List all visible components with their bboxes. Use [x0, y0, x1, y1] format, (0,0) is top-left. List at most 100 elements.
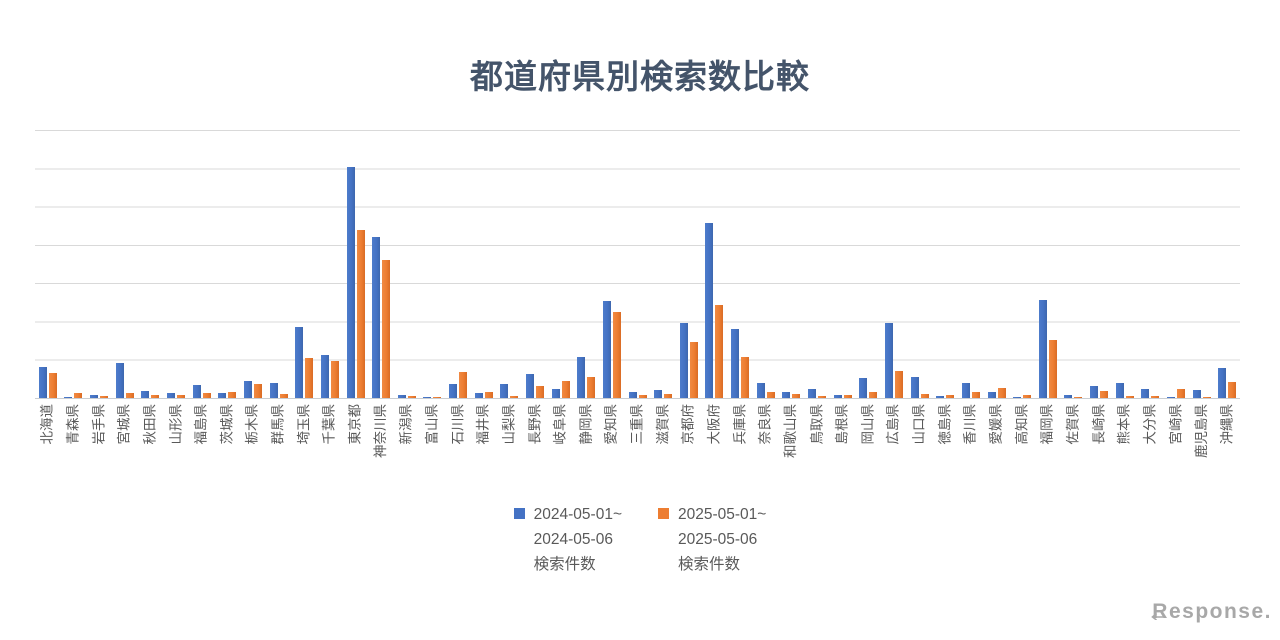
- legend-label-line: 検索件数: [533, 556, 596, 573]
- x-axis-label: 広島県: [885, 404, 901, 445]
- bar-group: [958, 130, 984, 398]
- bar-2025: [48, 373, 57, 398]
- bar-group: [394, 130, 420, 398]
- x-axis-label-cell: 大阪府: [702, 402, 728, 517]
- bar-group: [189, 130, 215, 398]
- x-axis-label: 北海道: [39, 404, 55, 445]
- x-axis-label-cell: 佐賀県: [1061, 402, 1087, 517]
- x-axis-line: [35, 398, 1240, 399]
- bar-2024: [141, 391, 150, 398]
- bar-2024: [243, 381, 252, 398]
- x-axis-label: 山形県: [168, 404, 184, 445]
- bar-group: [471, 130, 497, 398]
- bar-2024: [551, 389, 560, 398]
- bar-group: [702, 130, 728, 398]
- x-axis-label-cell: 新潟県: [394, 402, 420, 517]
- bar-2024: [731, 329, 740, 398]
- bar-group: [214, 130, 240, 398]
- x-axis-label-cell: 富山県: [420, 402, 446, 517]
- bar-2025: [1202, 397, 1211, 398]
- bar-2025: [535, 386, 544, 398]
- x-axis-label-cell: 福島県: [189, 402, 215, 517]
- bar-2025: [894, 371, 903, 398]
- x-axis-label-cell: 栃木県: [240, 402, 266, 517]
- bar-2024: [192, 385, 201, 398]
- bar-group: [804, 130, 830, 398]
- bar-2024: [782, 392, 791, 398]
- bar-2025: [151, 395, 160, 398]
- x-axis-labels: 北海道 青森県 岩手県 宮城県 秋田県 山形県 福島県 茨城県 栃木県 群馬県 埼玉県 千葉県 東京都神…: [35, 402, 1240, 517]
- x-axis-label-cell: 鹿児島県: [1189, 402, 1215, 517]
- bar-group: [676, 130, 702, 398]
- x-axis-label: 滋賀県: [655, 404, 671, 445]
- x-axis-label: 福岡県: [1039, 404, 1055, 445]
- x-axis-label-cell: 福井県: [471, 402, 497, 517]
- bar-2024: [474, 393, 483, 398]
- legend-swatch-icon: [513, 508, 525, 519]
- bar-2024: [859, 378, 868, 398]
- bar-2024: [602, 301, 611, 398]
- bar-2024: [423, 397, 432, 398]
- bar-2025: [279, 394, 288, 398]
- x-axis-label-cell: 沖縄県: [1214, 402, 1240, 517]
- bar-2024: [397, 395, 406, 398]
- x-axis-label: 長野県: [527, 404, 543, 445]
- x-axis-label: 青森県: [65, 404, 81, 445]
- bar-group: [830, 130, 856, 398]
- x-axis-label: 長崎県: [1091, 404, 1107, 445]
- bar-2025: [177, 395, 186, 398]
- x-axis-label-cell: 広島県: [881, 402, 907, 517]
- bar-group: [35, 130, 61, 398]
- x-axis-label: 茨城県: [219, 404, 235, 445]
- x-axis-label: 東京都: [347, 404, 363, 445]
- bar-2024: [654, 390, 663, 398]
- x-axis-label-cell: 徳島県: [932, 402, 958, 517]
- bar-2025: [920, 394, 929, 398]
- x-axis-label-cell: 東京都: [343, 402, 369, 517]
- x-axis-label-cell: 岩手県: [86, 402, 112, 517]
- x-axis-label-cell: 山形県: [163, 402, 189, 517]
- bar-2024: [577, 357, 586, 398]
- bar-2025: [1177, 389, 1185, 398]
- bar-2025: [869, 392, 878, 398]
- response-watermark-text: Response.: [1152, 600, 1272, 623]
- bar-2024: [1115, 383, 1124, 398]
- bar-2024: [449, 384, 458, 398]
- x-axis-label: 岡山県: [860, 404, 876, 445]
- bar-group: [1189, 130, 1215, 398]
- bar-group: [240, 130, 266, 398]
- x-axis-label-cell: 岐阜県: [548, 402, 574, 517]
- x-axis-label: 岩手県: [91, 404, 107, 445]
- x-axis-label-cell: 高知県: [1009, 402, 1035, 517]
- x-axis-label: 群馬県: [270, 404, 286, 445]
- bar-group: [317, 130, 343, 398]
- bar-group: [1112, 130, 1138, 398]
- bar-2024: [295, 327, 304, 398]
- x-axis-label: 宮崎県: [1168, 404, 1184, 445]
- bar-2025: [997, 388, 1006, 398]
- bar-2025: [253, 384, 262, 398]
- x-axis-label: 鹿児島県: [1193, 404, 1209, 458]
- x-axis-label: 福島県: [193, 404, 209, 445]
- bar-2024: [1218, 368, 1227, 398]
- bar-2024: [90, 395, 99, 398]
- legend-label-line: 検索件数: [678, 556, 741, 573]
- x-axis-label-cell: 奈良県: [753, 402, 779, 517]
- bar-group: [266, 130, 292, 398]
- bar-2025: [971, 392, 980, 398]
- x-axis-label: 千葉県: [321, 404, 337, 445]
- x-axis-label-cell: 兵庫県: [727, 402, 753, 517]
- bar-2024: [1141, 389, 1150, 398]
- bar-2025: [1074, 397, 1083, 398]
- x-axis-label: 和歌山県: [783, 404, 799, 458]
- bar-2025: [100, 396, 109, 398]
- bar-2024: [1192, 390, 1201, 398]
- x-axis-label: 高知県: [1014, 404, 1030, 445]
- x-axis-label-cell: 青森県: [61, 402, 87, 517]
- x-axis-label-cell: 鳥取県: [804, 402, 830, 517]
- bar-2024: [1038, 300, 1047, 398]
- x-axis-label-cell: 千葉県: [317, 402, 343, 517]
- bar-group: [650, 130, 676, 398]
- x-axis-label: 大分県: [1142, 404, 1158, 445]
